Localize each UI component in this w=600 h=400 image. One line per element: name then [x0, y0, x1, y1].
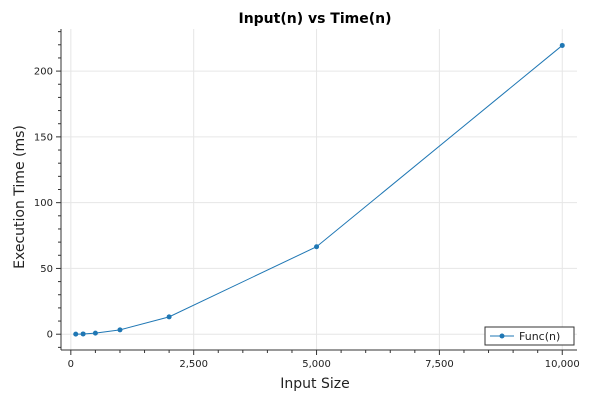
x-tick-label: 0	[68, 359, 74, 370]
x-tick-label: 10,000	[545, 359, 580, 370]
data-point	[559, 42, 565, 48]
x-tick-label: 2,500	[179, 359, 208, 370]
y-tick-label: 0	[47, 330, 53, 341]
legend: Func(n)	[484, 326, 575, 346]
legend-marker-swatch	[499, 333, 505, 339]
y-tick-label: 150	[34, 132, 53, 143]
data-point	[314, 244, 320, 250]
chart-title: Input(n) vs Time(n)	[238, 11, 391, 27]
grid	[61, 29, 577, 350]
data-point	[117, 327, 123, 333]
data-point	[73, 331, 79, 337]
data-point	[80, 331, 86, 337]
series-layer	[73, 42, 565, 337]
y-tick-label: 50	[40, 264, 53, 275]
y-axis-label: Execution Time (ms)	[12, 125, 28, 269]
data-point	[166, 314, 172, 320]
x-tick-label: 7,500	[425, 359, 454, 370]
x-axis-label: Input Size	[280, 376, 349, 392]
x-tick-label: 5,000	[302, 359, 331, 370]
y-tick-label: 100	[34, 198, 53, 209]
legend-entry-label: Func(n)	[519, 330, 560, 343]
legend-box	[484, 326, 575, 346]
axes: 0 2,500 5,000 7,500 10,000 0 50 100 150 200	[34, 29, 580, 370]
data-point	[92, 330, 98, 336]
series-line	[75, 45, 563, 335]
y-tick-label: 200	[34, 67, 53, 78]
